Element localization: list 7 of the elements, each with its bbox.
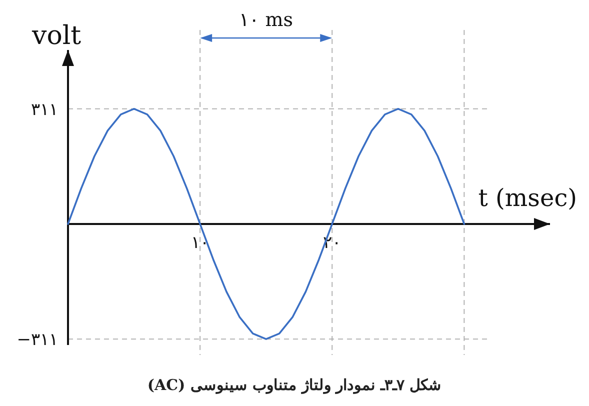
- text: شکل ۷ـ۳ـ نمودار ولتاژ متناوب سینوسی (AC): [147, 376, 442, 394]
- text: ۱۰ ms: [239, 9, 293, 31]
- y-tick-label: −۳۱۱: [16, 330, 58, 350]
- y-axis-title: volt: [31, 21, 82, 51]
- y-tick-label: ۳۱۱: [31, 100, 58, 120]
- x-axis-title: t (msec): [478, 184, 577, 212]
- x-tick-label: ۱۰: [191, 232, 210, 253]
